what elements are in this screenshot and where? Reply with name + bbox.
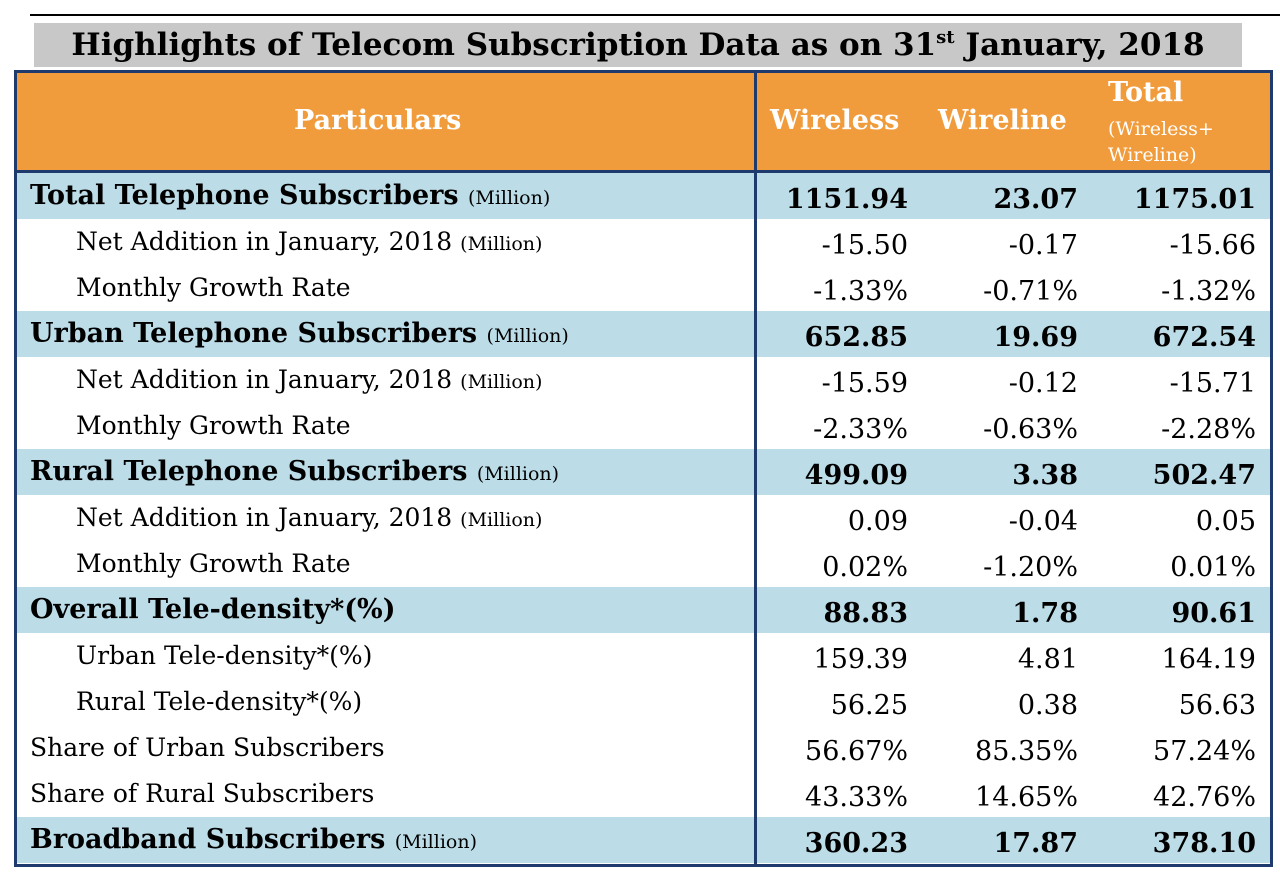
table-row: Monthly Growth Rate -1.33% -0.71% -1.32%: [17, 265, 1270, 311]
header-total-note: (Wireless+ Wireline): [1108, 118, 1214, 166]
cell-total: 502.47: [1152, 460, 1256, 491]
cell-wireline: -0.04: [1008, 506, 1078, 537]
column-divider: [754, 73, 757, 864]
cell-total: 57.24%: [1153, 736, 1256, 767]
table-row: Total Telephone Subscribers (Million) 11…: [17, 173, 1270, 219]
cell-wireless: 0.02%: [822, 552, 908, 583]
cell-total: 0.05: [1195, 506, 1256, 537]
row-label: Share of Rural Subscribers: [30, 779, 375, 808]
cell-wireless: 56.67%: [805, 736, 908, 767]
cell-total: 672.54: [1152, 322, 1256, 353]
cell-total: 378.10: [1152, 828, 1256, 859]
table-row: Broadband Subscribers (Million) 360.23 1…: [17, 817, 1270, 863]
cell-wireless: 88.83: [823, 598, 908, 629]
cell-wireline: 0.38: [1017, 690, 1078, 721]
cell-wireline: 17.87: [993, 828, 1078, 859]
title-text-after: January, 2018: [954, 27, 1205, 63]
header-total: Total: [1108, 77, 1184, 108]
cell-wireless: 499.09: [804, 460, 908, 491]
cell-total: -15.71: [1169, 368, 1256, 399]
header-divider: [17, 170, 1270, 173]
table-body: Total Telephone Subscribers (Million) 11…: [17, 173, 1270, 863]
cell-wireless: 56.25: [830, 690, 908, 721]
cell-wireless: 360.23: [804, 828, 908, 859]
cell-wireless: -1.33%: [813, 276, 908, 307]
row-label: Rural Telephone Subscribers (Million): [30, 456, 560, 487]
cell-wireless: 1151.94: [785, 184, 908, 215]
table-row: Monthly Growth Rate 0.02% -1.20% 0.01%: [17, 541, 1270, 587]
cell-wireline: -1.20%: [983, 552, 1078, 583]
row-label: Share of Urban Subscribers: [30, 733, 385, 762]
cell-wireless: -15.50: [821, 230, 908, 261]
cell-wireline: -0.12: [1008, 368, 1078, 399]
table-row: Share of Rural Subscribers 43.33% 14.65%…: [17, 771, 1270, 817]
cell-total: 164.19: [1161, 644, 1256, 675]
table-row: Net Addition in January, 2018 (Million) …: [17, 495, 1270, 541]
cell-wireless: -15.59: [821, 368, 908, 399]
row-label: Net Addition in January, 2018 (Million): [76, 503, 543, 532]
cell-wireless: 43.33%: [805, 782, 908, 813]
title-superscript: st: [936, 27, 955, 48]
cell-total: 42.76%: [1153, 782, 1256, 813]
cell-wireless: 0.09: [847, 506, 908, 537]
row-label: Rural Tele-density*(%): [76, 687, 363, 716]
cell-total: 1175.01: [1133, 184, 1256, 215]
row-label: Broadband Subscribers (Million): [30, 824, 477, 855]
top-rule: [30, 14, 1280, 16]
table-row: Net Addition in January, 2018 (Million) …: [17, 357, 1270, 403]
row-label: Net Addition in January, 2018 (Million): [76, 227, 543, 256]
cell-total: 90.61: [1171, 598, 1256, 629]
cell-wireline: 3.38: [1012, 460, 1078, 491]
row-label: Monthly Growth Rate: [76, 411, 351, 440]
header-particulars: Particulars: [294, 105, 462, 136]
cell-wireline: 1.78: [1012, 598, 1078, 629]
cell-wireline: 4.81: [1017, 644, 1078, 675]
cell-wireline: 23.07: [993, 184, 1078, 215]
cell-wireless: 159.39: [813, 644, 908, 675]
cell-total: -1.32%: [1161, 276, 1256, 307]
cell-wireline: -0.17: [1008, 230, 1078, 261]
cell-wireline: 14.65%: [975, 782, 1078, 813]
cell-wireless: -2.33%: [813, 414, 908, 445]
cell-wireline: -0.63%: [983, 414, 1078, 445]
table-row: Urban Tele-density*(%) 159.39 4.81 164.1…: [17, 633, 1270, 679]
title-text: Highlights of Telecom Subscription Data …: [71, 27, 937, 63]
row-label: Overall Tele-density*(%): [30, 594, 396, 625]
table-row: Share of Urban Subscribers 56.67% 85.35%…: [17, 725, 1270, 771]
cell-total: -15.66: [1169, 230, 1256, 261]
row-label: Monthly Growth Rate: [76, 549, 351, 578]
cell-wireline: 19.69: [993, 322, 1078, 353]
cell-wireless: 652.85: [804, 322, 908, 353]
cell-total: 0.01%: [1170, 552, 1256, 583]
cell-total: 56.63: [1178, 690, 1256, 721]
table-row: Rural Tele-density*(%) 56.25 0.38 56.63: [17, 679, 1270, 725]
cell-total: -2.28%: [1161, 414, 1256, 445]
header-wireless: Wireless: [770, 105, 900, 136]
table-row: Rural Telephone Subscribers (Million) 49…: [17, 449, 1270, 495]
row-label: Urban Tele-density*(%): [76, 641, 373, 670]
row-label: Urban Telephone Subscribers (Million): [30, 318, 569, 349]
subscription-table: Particulars Wireless Wireline Total (Wir…: [14, 70, 1273, 867]
row-label: Total Telephone Subscribers (Million): [30, 180, 551, 211]
table-header: Particulars Wireless Wireline Total (Wir…: [17, 73, 1270, 170]
table-row: Monthly Growth Rate -2.33% -0.63% -2.28%: [17, 403, 1270, 449]
row-label: Net Addition in January, 2018 (Million): [76, 365, 543, 394]
table-row: Net Addition in January, 2018 (Million) …: [17, 219, 1270, 265]
table-row: Overall Tele-density*(%) 88.83 1.78 90.6…: [17, 587, 1270, 633]
cell-wireline: -0.71%: [983, 276, 1078, 307]
page-title: Highlights of Telecom Subscription Data …: [34, 23, 1242, 67]
table-row: Urban Telephone Subscribers (Million) 65…: [17, 311, 1270, 357]
header-wireline: Wireline: [938, 105, 1067, 136]
row-label: Monthly Growth Rate: [76, 273, 351, 302]
cell-wireline: 85.35%: [975, 736, 1078, 767]
